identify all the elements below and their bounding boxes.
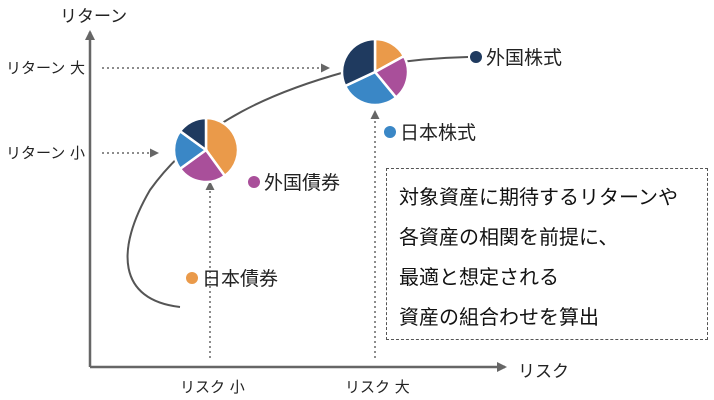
domestic-bond-label: 日本債券 [202, 268, 278, 290]
low-risk-pie-slice-foreign-bond [178, 148, 227, 184]
foreign-stock-dot [470, 51, 482, 63]
risk-low-label: リスク 小 [180, 378, 245, 396]
risk-high-label: リスク 大 [345, 378, 410, 396]
x-axis-title: リスク [518, 362, 569, 382]
return-low-label: リターン 小 [6, 144, 85, 162]
legend-domestic-stock: 日本株式 [384, 122, 476, 144]
note-line-3: 最適と想定される [399, 265, 559, 289]
foreign-bond-label: 外国債券 [264, 172, 340, 194]
legend-domestic-bond: 日本債券 [186, 268, 278, 290]
low-risk-pie-slice-foreign-stock [178, 116, 208, 153]
legend-foreign-bond: 外国債券 [248, 172, 340, 194]
domestic-bond-dot [186, 272, 198, 284]
domestic-stock-dot [384, 126, 396, 138]
foreign-stock-label: 外国株式 [486, 47, 562, 69]
y-axis-title: リターン [60, 7, 127, 27]
explanation-note-box: 対象資産に期待するリターンや 各資産の相関を前提に、 最適と想定される 資産の組… [386, 168, 708, 340]
domestic-stock-label: 日本株式 [400, 122, 476, 144]
low-risk-allocation-pie [172, 116, 240, 184]
note-line-4: 資産の組合わせを算出 [399, 305, 599, 329]
low-risk-pie-slice-domestic-bond [204, 116, 240, 178]
high-risk-pie-slice-foreign-stock [340, 37, 377, 88]
high-risk-allocation-pie [340, 37, 410, 107]
note-line-1: 対象資産に期待するリターンや [399, 185, 678, 209]
foreign-bond-dot [248, 176, 260, 188]
note-line-2: 各資産の相関を前提に、 [399, 225, 619, 249]
high-risk-pie-slice-foreign-bond [373, 54, 410, 100]
return-high-label: リターン 大 [6, 59, 85, 77]
legend-foreign-stock: 外国株式 [470, 47, 562, 69]
